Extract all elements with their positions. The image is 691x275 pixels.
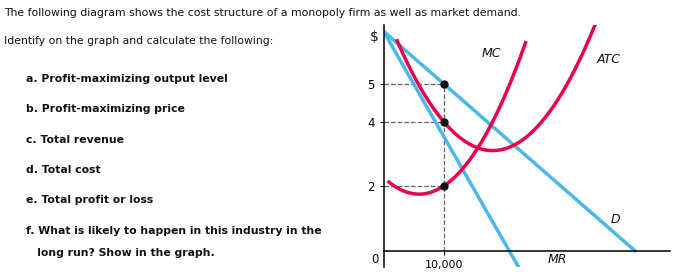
Text: a. Profit-maximizing output level: a. Profit-maximizing output level xyxy=(26,74,228,84)
Text: Identify on the graph and calculate the following:: Identify on the graph and calculate the … xyxy=(3,36,273,46)
Text: $: $ xyxy=(370,30,379,44)
Text: c. Total revenue: c. Total revenue xyxy=(26,135,124,145)
Text: d. Total cost: d. Total cost xyxy=(26,165,101,175)
Text: f. What is likely to happen in this industry in the: f. What is likely to happen in this indu… xyxy=(26,226,322,235)
Text: b. Profit-maximizing price: b. Profit-maximizing price xyxy=(26,104,185,114)
Text: MC: MC xyxy=(482,47,502,60)
Text: e. Total profit or loss: e. Total profit or loss xyxy=(26,195,153,205)
Text: ATC: ATC xyxy=(596,53,621,67)
Text: D: D xyxy=(610,213,620,226)
Text: long run? Show in the graph.: long run? Show in the graph. xyxy=(26,248,215,257)
Text: MR: MR xyxy=(547,253,567,266)
Text: 0: 0 xyxy=(371,253,379,266)
Text: The following diagram shows the cost structure of a monopoly firm as well as mar: The following diagram shows the cost str… xyxy=(3,8,521,18)
